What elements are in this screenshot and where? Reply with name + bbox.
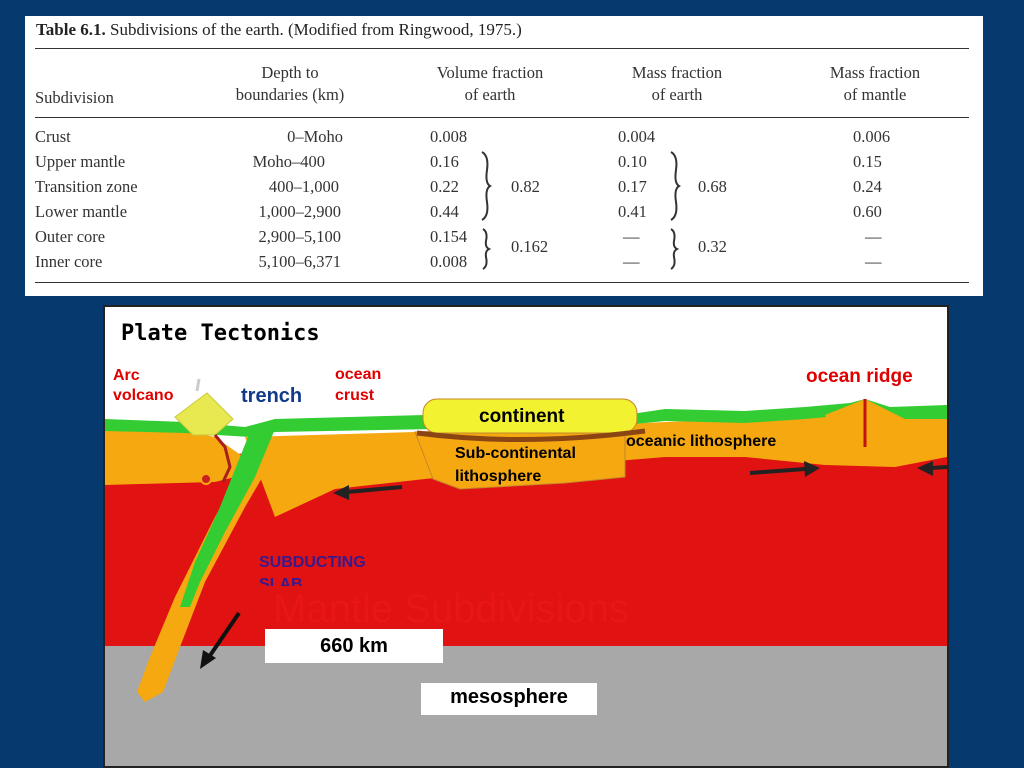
- depth-label-box: [265, 629, 443, 663]
- table-caption-text: Subdivisions of the earth. (Modified fro…: [110, 20, 522, 39]
- row-volume: 0.154: [430, 227, 468, 246]
- header-mass-earth-line2: of earth: [651, 85, 703, 104]
- header-subdivision: Subdivision: [35, 88, 114, 107]
- header-volume: Volume fraction of earth: [395, 62, 585, 106]
- oceanic-lithosphere-label: oceanic lithosphere: [626, 433, 777, 450]
- header-depth-line2: boundaries (km): [235, 85, 345, 104]
- header-mass-mantle-line2: of mantle: [843, 85, 907, 104]
- subducting-slab-label-line2: SLAB: [259, 576, 303, 586]
- mantle-mass-total: 0.68: [698, 177, 727, 196]
- table-caption-number: Table 6.1.: [36, 20, 106, 39]
- row-mass: 0.004: [618, 127, 656, 146]
- header-volume-line2: of earth: [464, 85, 516, 104]
- row-name: Upper mantle: [35, 152, 126, 171]
- row-depth: 1,000–2,900: [258, 202, 342, 221]
- table-top-rule: [35, 48, 969, 49]
- mantle-flow-arrow-left: [333, 485, 403, 500]
- ocean-crust-label-line1: ocean: [335, 366, 382, 383]
- row-mantle: 0.006: [853, 127, 891, 146]
- row-mantle: 0.60: [853, 202, 882, 221]
- continent-block: [422, 398, 638, 434]
- overriding-lithosphere: [105, 429, 255, 485]
- mantle-mass-brace: [670, 151, 681, 221]
- core-mass-total: 0.32: [698, 237, 727, 256]
- core-mass-brace: [670, 228, 680, 270]
- mesosphere-label: mesosphere: [450, 686, 568, 708]
- mantle-volume-total: 0.82: [511, 177, 540, 196]
- row-name: Inner core: [35, 252, 103, 271]
- table-caption: Table 6.1. Subdivisions of the earth. (M…: [36, 20, 522, 40]
- trench-label: trench: [241, 385, 303, 407]
- core-volume-brace: [482, 228, 492, 270]
- mesosphere-label-box: [421, 683, 597, 715]
- row-volume: 0.008: [430, 127, 468, 146]
- sub-continental-label-line1: Sub-continental: [455, 445, 576, 462]
- subducting-slab-orange: [137, 447, 280, 702]
- row-depth: 400–1,000: [268, 177, 339, 196]
- row-name: Outer core: [35, 227, 106, 246]
- row-mass: 0.10: [618, 152, 647, 171]
- volcano-plume: [195, 378, 201, 392]
- row-name: Crust: [35, 127, 71, 146]
- header-depth-line1: Depth to: [261, 63, 319, 82]
- mantle-volume-brace: [481, 151, 492, 221]
- row-mantle: —: [865, 252, 882, 271]
- continent-label: continent: [479, 406, 565, 427]
- row-volume: 0.44: [430, 202, 459, 221]
- magma-conduit: [213, 434, 232, 483]
- arc-volcano-label-line1: Arc: [113, 367, 140, 384]
- sub-continental-label: Sub-continental lithosphere: [455, 442, 576, 488]
- subducting-slab-label: SUBDUCTING SLAB: [259, 552, 366, 586]
- row-mantle: —: [865, 227, 882, 246]
- header-mass-mantle-line1: Mass fraction: [829, 63, 921, 82]
- header-mass-earth-line1: Mass fraction: [631, 63, 723, 82]
- row-mantle: 0.15: [853, 152, 882, 171]
- ocean-crust-label: ocean crust: [335, 364, 381, 406]
- subducting-slab-label-line1: SUBDUCTING: [259, 554, 366, 571]
- continent-base: [416, 428, 646, 443]
- diagram-artwork: [105, 378, 947, 766]
- header-mass-mantle: Mass fraction of mantle: [785, 62, 965, 106]
- row-mass: 0.17: [618, 177, 647, 196]
- depth-660-label: 660 km: [320, 635, 388, 657]
- header-volume-line1: Volume fraction: [436, 63, 544, 82]
- ocean-ridge-label: ocean ridge: [806, 366, 913, 387]
- row-mantle: 0.24: [853, 177, 882, 196]
- table-header-rule: [35, 117, 969, 118]
- row-depth: Moho–400: [252, 152, 325, 171]
- mantle-flow-arrow-right: [749, 461, 820, 477]
- row-volume: 0.16: [430, 152, 459, 171]
- ocean-crust-label-line2: crust: [335, 387, 375, 404]
- subducting-slab-crust: [180, 429, 275, 607]
- subdivisions-table: Table 6.1. Subdivisions of the earth. (M…: [25, 16, 983, 296]
- diagram-title: Plate Tectonics: [121, 321, 320, 346]
- magma-source: [200, 473, 212, 485]
- row-mass: —: [623, 227, 640, 246]
- table-bottom-rule: [35, 282, 969, 283]
- row-mass: —: [623, 252, 640, 271]
- row-depth: 5,100–6,371: [258, 252, 342, 271]
- row-depth: 2,900–5,100: [258, 227, 342, 246]
- header-depth: Depth to boundaries (km): [195, 62, 385, 106]
- mantle-flow-arrow-ridge: [917, 461, 947, 476]
- row-name: Transition zone: [35, 177, 138, 196]
- header-mass-earth: Mass fraction of earth: [585, 62, 769, 106]
- row-name: Lower mantle: [35, 202, 128, 221]
- sub-continental-label-line2: lithosphere: [455, 468, 542, 485]
- arc-volcano-label-line2: volcano: [113, 387, 174, 404]
- mantle-subdivisions-overlay: Mantle Subdivisions: [273, 587, 629, 631]
- arc-volcano-label: Arc volcano: [113, 366, 173, 406]
- arc-volcano-cone: [174, 392, 234, 436]
- plate-tectonics-diagram: Plate Tectonics Arc volcano trench ocean…: [103, 305, 949, 768]
- row-mass: 0.41: [618, 202, 647, 221]
- row-volume: 0.22: [430, 177, 459, 196]
- row-volume: 0.008: [430, 252, 468, 271]
- row-depth: 0–Moho: [287, 127, 343, 146]
- core-volume-total: 0.162: [511, 237, 549, 256]
- slab-sinking-arrow: [200, 611, 241, 669]
